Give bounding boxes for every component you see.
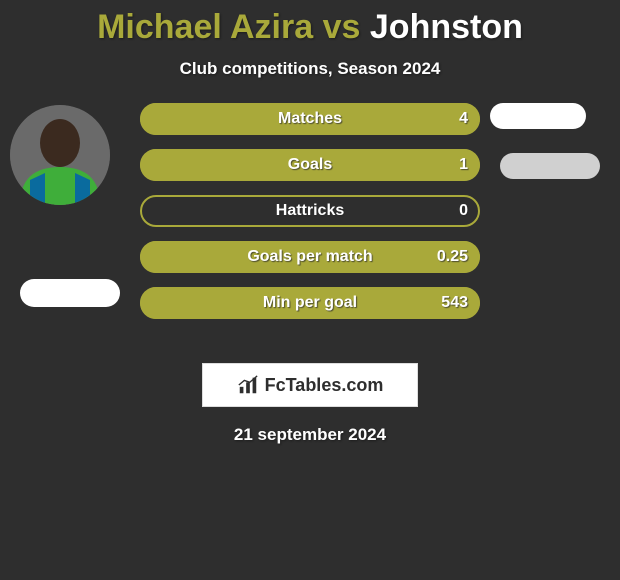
stat-bar-hattricks: Hattricks 0: [140, 195, 480, 227]
bar-value: 543: [441, 294, 468, 312]
player2-name-pill-1: [490, 103, 586, 129]
player1-name-pill: [20, 279, 120, 307]
bar-value: 4: [459, 110, 468, 128]
bar-value: 1: [459, 156, 468, 174]
player2-name-pill-2: [500, 153, 600, 179]
bar-label: Matches: [278, 110, 342, 128]
stat-bar-goals: Goals 1: [140, 149, 480, 181]
comparison-title: Michael Azira vs Johnston: [0, 0, 620, 47]
avatar-image: [10, 105, 110, 205]
logo-text: FcTables.com: [265, 375, 384, 396]
player2-name: Johnston: [370, 8, 523, 46]
bar-chart-icon: [237, 374, 259, 396]
date-text: 21 september 2024: [0, 425, 620, 445]
vs-text: vs: [323, 8, 361, 46]
player1-avatar: [10, 105, 110, 205]
player1-name: Michael Azira: [97, 8, 313, 46]
fctables-logo[interactable]: FcTables.com: [202, 363, 418, 407]
stat-bar-goals-per-match: Goals per match 0.25: [140, 241, 480, 273]
bar-label: Min per goal: [263, 294, 357, 312]
stat-bars: Matches 4 Goals 1 Hattricks 0 Goals per …: [140, 103, 480, 333]
stat-bar-matches: Matches 4: [140, 103, 480, 135]
bar-label: Goals: [288, 156, 332, 174]
bar-value: 0: [459, 202, 468, 220]
bar-label: Goals per match: [247, 248, 372, 266]
comparison-content: Matches 4 Goals 1 Hattricks 0 Goals per …: [0, 103, 620, 363]
subtitle: Club competitions, Season 2024: [0, 59, 620, 79]
stat-bar-min-per-goal: Min per goal 543: [140, 287, 480, 319]
bar-value: 0.25: [437, 248, 468, 266]
bar-label: Hattricks: [276, 202, 344, 220]
